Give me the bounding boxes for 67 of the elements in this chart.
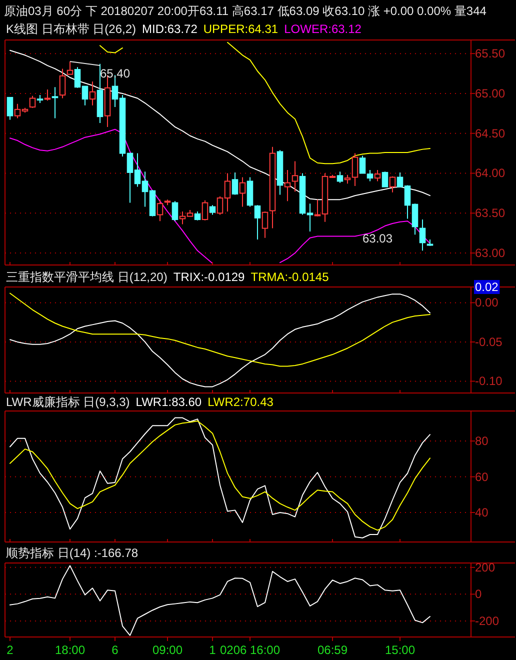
y-tick-label: 60 xyxy=(475,470,489,484)
candlestick xyxy=(239,176,246,208)
y-tick-label: 80 xyxy=(475,434,489,448)
y-tick-label: 0.02 xyxy=(475,280,499,294)
candlestick xyxy=(292,160,298,192)
candlestick xyxy=(59,68,66,99)
candlestick xyxy=(89,80,96,106)
candlestick xyxy=(359,155,366,174)
candlestick xyxy=(209,204,216,216)
candlestick xyxy=(389,176,396,193)
candlestick xyxy=(202,200,208,221)
y-tick-label: 63.00 xyxy=(475,246,506,260)
candlestick xyxy=(172,200,178,222)
candlestick xyxy=(374,170,381,182)
chart-title: LWR威廉指标 日(9,3,3) xyxy=(6,395,130,409)
y-tick-label: 65.50 xyxy=(475,46,506,61)
line-series xyxy=(10,294,430,388)
text: TRMA:-0.0145 xyxy=(250,270,330,284)
candlestick xyxy=(66,61,74,75)
x-tick-label: 09:00 xyxy=(152,643,183,657)
x-tick-label: 0206 16:00 xyxy=(220,643,280,657)
candlestick xyxy=(29,95,36,108)
candlestick xyxy=(419,219,426,252)
text: LOWER:63.12 xyxy=(284,22,362,36)
y-tick-label: 63.50 xyxy=(475,206,506,220)
candlestick xyxy=(156,199,164,222)
annotation: 63.03 xyxy=(362,232,393,246)
series-label: LWR2:70.43 xyxy=(208,395,274,409)
series-label: LWR1:83.60 xyxy=(136,395,202,409)
text: TRIX:-0.0129 xyxy=(173,270,246,284)
y-tick-label: 0.00 xyxy=(475,296,499,310)
y-tick-label: 40 xyxy=(475,506,489,520)
chart-subtitle: K线图 日布林带 日(26,2) xyxy=(6,22,136,36)
y-tick-label: -0.10 xyxy=(475,374,503,388)
candlestick xyxy=(262,211,268,238)
y-tick-label: 0 xyxy=(475,587,482,602)
x-tick-label: 1 xyxy=(209,643,216,657)
text: MID:63.72 xyxy=(142,22,198,36)
chart-title: 顺势指标 日(14) :-166.78 xyxy=(6,546,138,560)
candlestick xyxy=(6,96,14,120)
candlestick xyxy=(232,172,238,196)
y-tick-label: 200 xyxy=(475,560,496,574)
chart-title: 原油03月 60分 下 20180207 20:00开63.11 高63.17 低63.09 收63.10 涨 +0.00 0.00% 量344 xyxy=(4,4,487,18)
candlestick xyxy=(44,88,51,102)
candlestick xyxy=(52,86,58,119)
line-series xyxy=(10,292,430,367)
y-tick-label: 65.00 xyxy=(475,86,506,100)
series-label: UPPER:64.31 xyxy=(203,22,278,36)
candlestick xyxy=(284,170,291,202)
x-tick-label: 06:59 xyxy=(317,643,348,657)
candlestick xyxy=(246,176,254,208)
candlestick xyxy=(352,152,358,187)
x-tick-label: 2 xyxy=(6,643,14,657)
candlestick xyxy=(254,204,261,240)
x-tick-label: 15:00 xyxy=(384,643,416,657)
y-tick-label: 64.00 xyxy=(475,166,506,180)
x-tick-label: 18:00 xyxy=(54,643,86,657)
chart-title: 三重指数平滑平均线 日(12,20) xyxy=(6,270,168,284)
x-tick-label: 6 xyxy=(112,643,119,657)
y-tick-label: 64.50 xyxy=(475,126,506,140)
candlestick xyxy=(366,170,374,182)
candlestick xyxy=(382,171,388,188)
annotation: 65.40 xyxy=(100,66,130,81)
line-series xyxy=(10,565,430,636)
y-tick-label: -0.05 xyxy=(475,334,503,349)
candlestick xyxy=(336,171,344,184)
y-tick-label: -200 xyxy=(475,614,500,628)
